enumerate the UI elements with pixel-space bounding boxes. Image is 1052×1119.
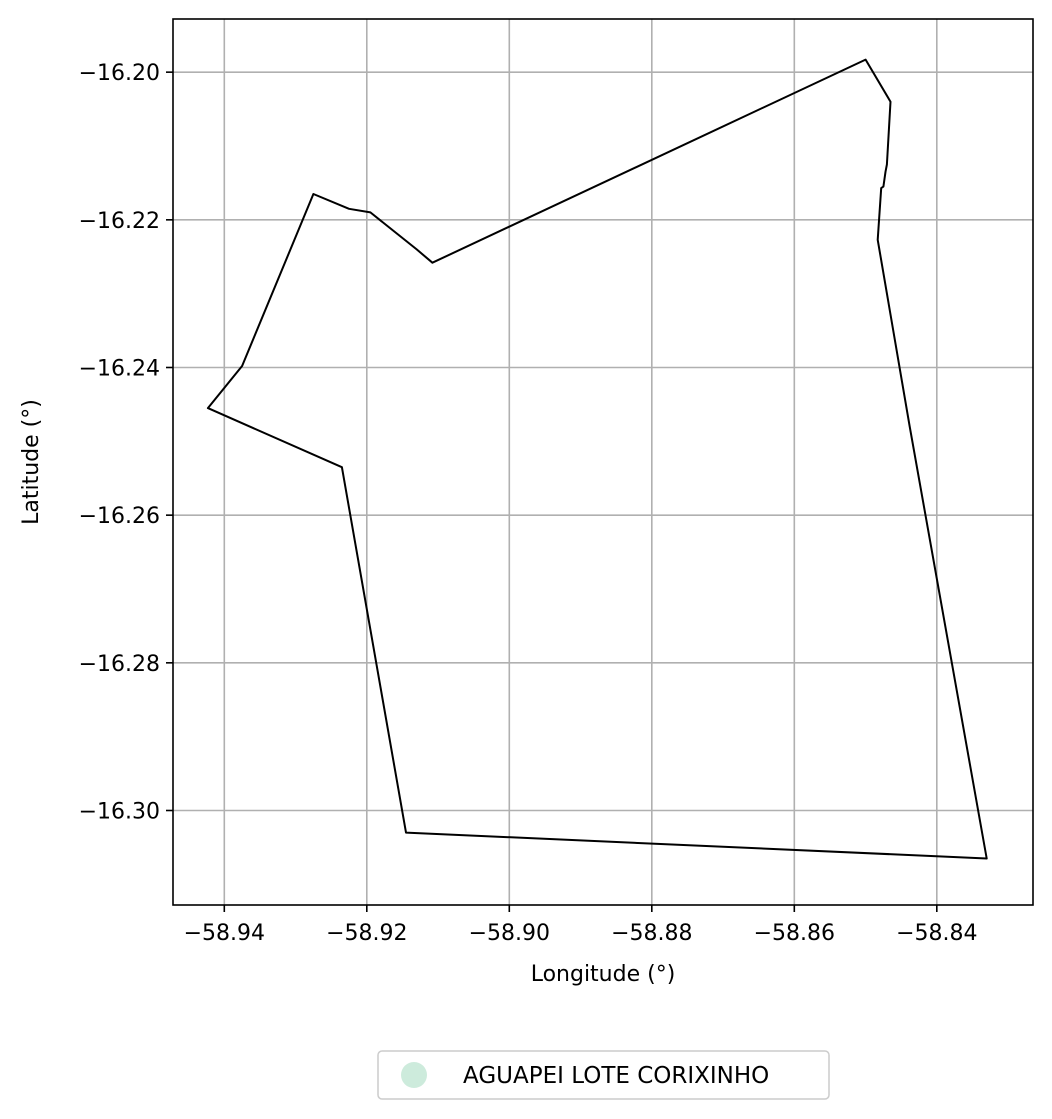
y-axis: −16.20 −16.22 −16.24 −16.26 −16.28 −16.30 — [79, 61, 173, 824]
y-axis-label: Latitude (°) — [19, 399, 44, 525]
x-axis: −58.94 −58.92 −58.90 −58.88 −58.86 −58.84 — [184, 905, 978, 946]
polygon-layer — [206, 58, 988, 860]
x-axis-label: Longitude (°) — [531, 962, 676, 987]
x-tick-label: −58.92 — [326, 921, 407, 946]
x-tick-label: −58.86 — [754, 921, 835, 946]
legend: AGUAPEI LOTE CORIXINHO — [377, 1050, 830, 1100]
property-boundary-polygon — [206, 58, 988, 860]
plot-area-frame — [172, 18, 1034, 906]
x-tick-label: −58.84 — [896, 921, 977, 946]
x-tick-label: −58.88 — [611, 921, 692, 946]
grid — [173, 19, 1033, 905]
y-tick-label: −16.22 — [79, 209, 160, 234]
x-tick-label: −58.94 — [184, 921, 265, 946]
x-tick-label: −58.90 — [469, 921, 550, 946]
y-tick-label: −16.26 — [79, 504, 160, 529]
legend-marker-icon — [401, 1062, 427, 1088]
y-tick-label: −16.28 — [79, 652, 160, 677]
y-tick-label: −16.20 — [79, 61, 160, 86]
legend-box — [377, 1050, 830, 1100]
legend-label: AGUAPEI LOTE CORIXINHO — [463, 1063, 769, 1089]
y-tick-label: −16.24 — [79, 356, 160, 381]
y-tick-label: −16.30 — [79, 799, 160, 824]
